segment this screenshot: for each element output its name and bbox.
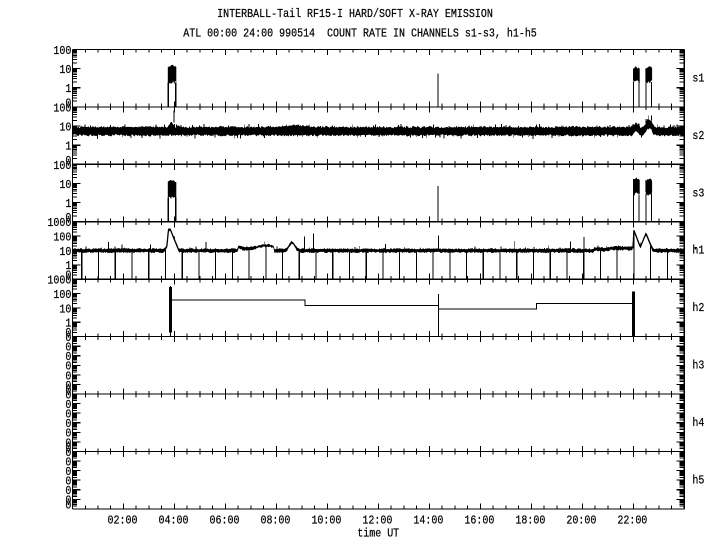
svg-text:h3: h3 <box>692 360 704 373</box>
svg-text:h4: h4 <box>692 417 704 430</box>
svg-text:s2: s2 <box>692 130 704 143</box>
svg-text:0: 0 <box>65 212 71 225</box>
svg-text:0: 0 <box>65 442 71 455</box>
svg-text:0: 0 <box>65 418 71 431</box>
svg-text:1000: 1000 <box>47 275 71 288</box>
svg-text:0: 0 <box>65 270 71 283</box>
svg-text:02:00: 02:00 <box>107 515 137 528</box>
svg-text:10: 10 <box>59 179 71 192</box>
svg-text:ATL 00:00 24:00 990514 COUNT: ATL 00:00 24:00 990514 COUNT RATE IN CHA… <box>183 28 537 41</box>
svg-text:06:00: 06:00 <box>209 515 239 528</box>
svg-text:time UT: time UT <box>357 528 399 541</box>
svg-text:100: 100 <box>53 160 71 173</box>
svg-text:h2: h2 <box>692 302 704 315</box>
svg-text:20:00: 20:00 <box>566 515 596 528</box>
svg-text:0: 0 <box>65 361 71 374</box>
svg-text:0: 0 <box>65 327 71 340</box>
svg-text:10: 10 <box>59 246 71 259</box>
svg-text:0: 0 <box>65 495 71 508</box>
svg-text:0: 0 <box>65 485 71 498</box>
svg-text:0: 0 <box>65 476 71 489</box>
svg-text:22:00: 22:00 <box>617 515 647 528</box>
svg-text:10: 10 <box>59 304 71 317</box>
svg-text:100: 100 <box>53 45 71 58</box>
svg-text:0: 0 <box>65 457 71 470</box>
svg-text:100: 100 <box>53 289 71 302</box>
svg-text:0: 0 <box>65 438 71 451</box>
svg-text:18:00: 18:00 <box>515 515 545 528</box>
svg-text:1: 1 <box>65 198 71 211</box>
svg-text:0: 0 <box>65 390 71 403</box>
svg-text:1: 1 <box>65 318 71 331</box>
svg-text:INTERBALL-Tail RF15-I HARD/SOF: INTERBALL-Tail RF15-I HARD/SOFT X-RAY EM… <box>217 9 493 22</box>
svg-text:0: 0 <box>65 409 71 422</box>
svg-text:0: 0 <box>65 351 71 364</box>
svg-text:08:00: 08:00 <box>260 515 290 528</box>
svg-text:h1: h1 <box>692 245 704 258</box>
svg-text:0: 0 <box>65 155 71 168</box>
svg-text:04:00: 04:00 <box>158 515 188 528</box>
svg-text:1: 1 <box>65 141 71 154</box>
svg-text:0: 0 <box>65 380 71 393</box>
svg-text:0: 0 <box>65 399 71 412</box>
svg-text:0: 0 <box>65 332 71 345</box>
svg-text:16:00: 16:00 <box>464 515 494 528</box>
svg-text:10: 10 <box>59 122 71 135</box>
svg-text:0: 0 <box>65 385 71 398</box>
svg-text:0: 0 <box>65 371 71 384</box>
svg-text:0: 0 <box>65 500 71 513</box>
svg-text:100: 100 <box>53 232 71 245</box>
svg-text:10: 10 <box>59 64 71 77</box>
svg-text:1: 1 <box>65 261 71 274</box>
svg-text:s3: s3 <box>692 188 704 201</box>
svg-text:14:00: 14:00 <box>413 515 443 528</box>
svg-text:0: 0 <box>65 98 71 111</box>
svg-text:10:00: 10:00 <box>311 515 341 528</box>
svg-text:s1: s1 <box>692 73 704 86</box>
svg-text:12:00: 12:00 <box>362 515 392 528</box>
svg-text:0: 0 <box>65 342 71 355</box>
svg-text:0: 0 <box>65 466 71 479</box>
svg-text:100: 100 <box>53 103 71 116</box>
svg-text:0: 0 <box>65 447 71 460</box>
svg-text:h5: h5 <box>692 475 704 488</box>
svg-text:0: 0 <box>65 428 71 441</box>
svg-text:1: 1 <box>65 83 71 96</box>
svg-text:1000: 1000 <box>47 217 71 230</box>
